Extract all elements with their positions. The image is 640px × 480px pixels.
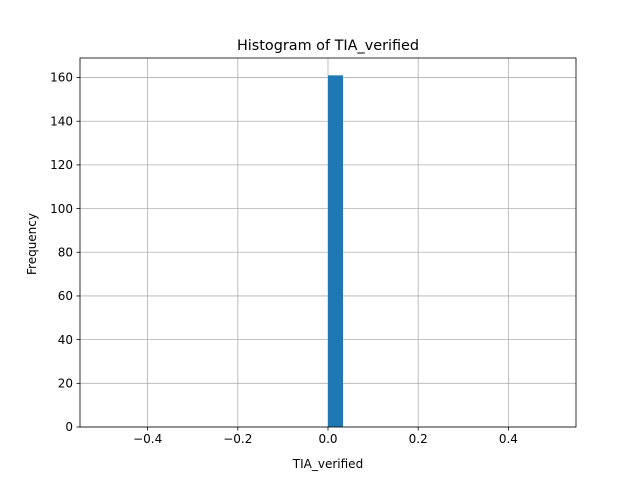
x-axis-ticks: −0.4 −0.2 0.0 0.2 0.4: [133, 427, 518, 446]
y-axis-label: Frequency: [25, 213, 39, 275]
y-tick-label: 120: [50, 158, 73, 172]
y-tick-label: 60: [58, 289, 73, 303]
x-tick-label: 0.4: [499, 432, 518, 446]
x-tick-label: −0.2: [223, 432, 252, 446]
x-tick-label: 0.0: [318, 432, 337, 446]
histogram-bar: [328, 75, 344, 428]
y-tick-label: 20: [58, 377, 73, 391]
y-tick-label: 40: [58, 333, 73, 347]
y-tick-label: 0: [65, 420, 73, 434]
x-tick-label: 0.2: [409, 432, 428, 446]
y-tick-label: 140: [50, 114, 73, 128]
x-axis-label: TIA_verified: [292, 457, 363, 471]
x-tick-label: −0.4: [133, 432, 162, 446]
y-axis-ticks: 0 20 40 60 80 100 120 140 160: [50, 71, 80, 434]
histogram-bars: [328, 75, 344, 428]
y-tick-label: 80: [58, 245, 73, 259]
y-tick-label: 160: [50, 71, 73, 85]
y-tick-label: 100: [50, 202, 73, 216]
chart-title: Histogram of TIA_verified: [237, 38, 419, 54]
